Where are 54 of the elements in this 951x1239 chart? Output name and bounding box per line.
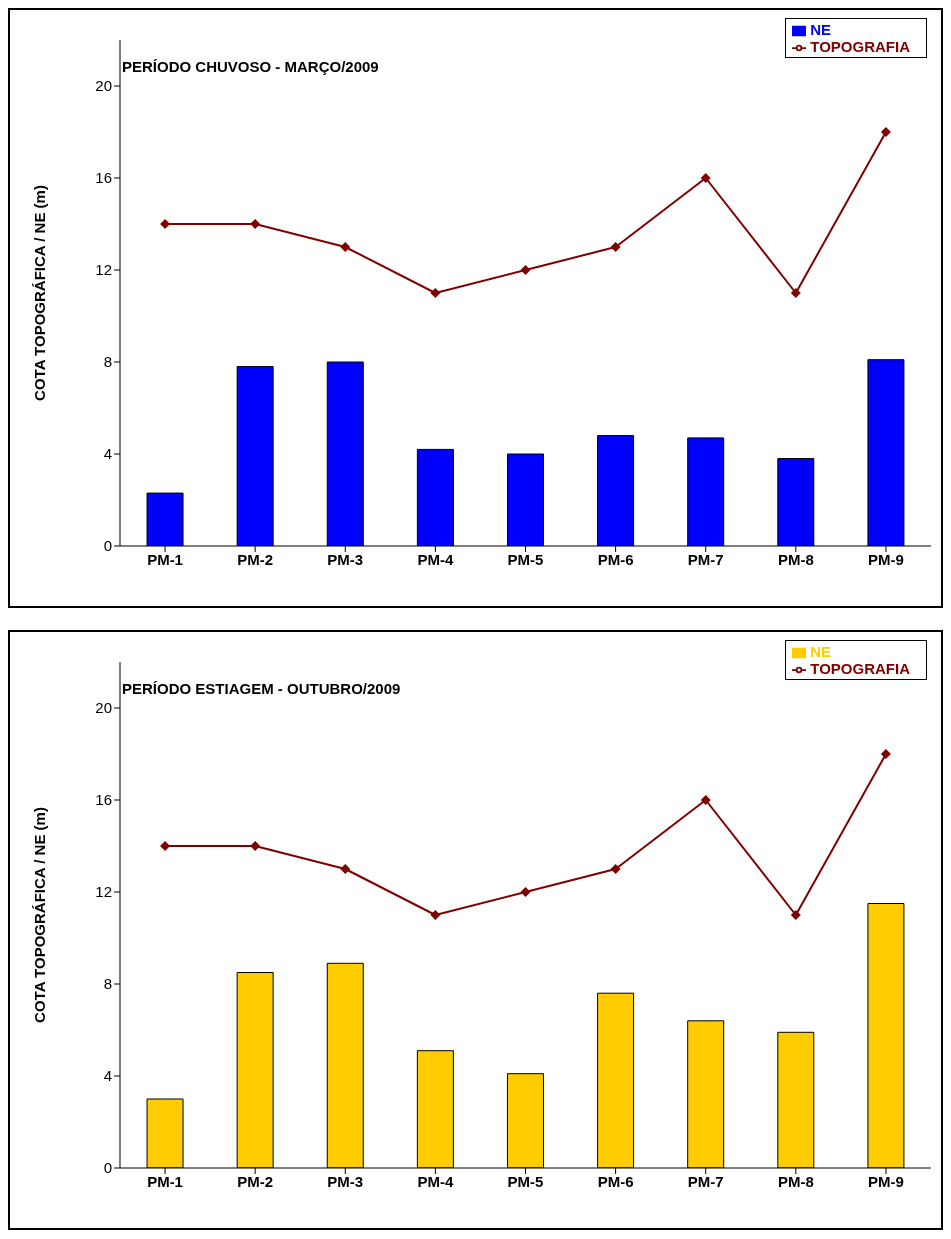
y-tick-label: 16 — [95, 169, 112, 187]
y-tick-label: 12 — [95, 261, 112, 279]
point — [250, 841, 261, 851]
y-axis-title: COTA TOPOGRÁFICA / NE (m) — [31, 807, 49, 1023]
point — [430, 910, 441, 920]
point — [430, 288, 441, 298]
y-tick-label: 0 — [103, 1159, 112, 1177]
x-tick-label: PM-1 — [147, 550, 183, 568]
text: PERÍODO ESTIAGEM - OUTUBRO/2009 — [122, 680, 401, 697]
x-tick-label: PM-8 — [777, 550, 814, 568]
x-tick-label: PM-5 — [507, 550, 544, 568]
point — [700, 795, 711, 805]
x-tick-label: PM-4 — [417, 550, 454, 568]
point — [520, 265, 531, 275]
x-tick-label: PM-2 — [237, 1172, 274, 1190]
x-tick-label: PM-6 — [597, 1172, 634, 1190]
x-tick-label: PM-7 — [687, 550, 724, 568]
x-tick-label: PM-6 — [597, 550, 634, 568]
point — [250, 219, 261, 229]
x-tick-label: PM-5 — [507, 1172, 544, 1190]
point — [340, 864, 351, 874]
y-tick-label: 4 — [103, 445, 112, 463]
y-tick-label: 20 — [95, 77, 112, 95]
x-tick-label: PM-8 — [777, 1172, 814, 1190]
point — [610, 864, 621, 874]
x-tick-label: PM-9 — [868, 1172, 904, 1190]
point — [700, 173, 711, 183]
y-tick-label: 12 — [95, 883, 112, 901]
x-tick-label: PM-9 — [868, 550, 904, 568]
point — [340, 242, 351, 252]
y-tick-label: 8 — [103, 975, 112, 993]
legend-label: NE — [810, 643, 832, 660]
legend-label: NE — [810, 21, 832, 38]
y-tick-label: 20 — [95, 699, 112, 717]
point — [790, 288, 801, 298]
y-axis-title: COTA TOPOGRÁFICA / NE (m) — [31, 185, 49, 401]
y-tick-label: 4 — [103, 1067, 112, 1085]
x-tick-label: PM-7 — [687, 1172, 724, 1190]
y-tick-label: 8 — [103, 353, 112, 371]
x-tick-label: PM-1 — [147, 1172, 183, 1190]
legend-label: TOPOGRAFIA — [810, 38, 910, 56]
point — [880, 749, 891, 759]
y-tick-label: 16 — [95, 791, 112, 809]
y-tick-label: 0 — [103, 537, 112, 555]
x-tick-label: PM-3 — [327, 1172, 364, 1190]
point — [880, 127, 891, 137]
point — [610, 242, 621, 252]
x-tick-label: PM-2 — [237, 550, 274, 568]
point — [790, 910, 801, 920]
x-tick-label: PM-4 — [417, 1172, 454, 1190]
point — [520, 887, 531, 897]
text: PERÍODO CHUVOSO - MARÇO/2009 — [122, 58, 379, 75]
legend-label: TOPOGRAFIA — [810, 660, 910, 678]
x-tick-label: PM-3 — [327, 550, 364, 568]
